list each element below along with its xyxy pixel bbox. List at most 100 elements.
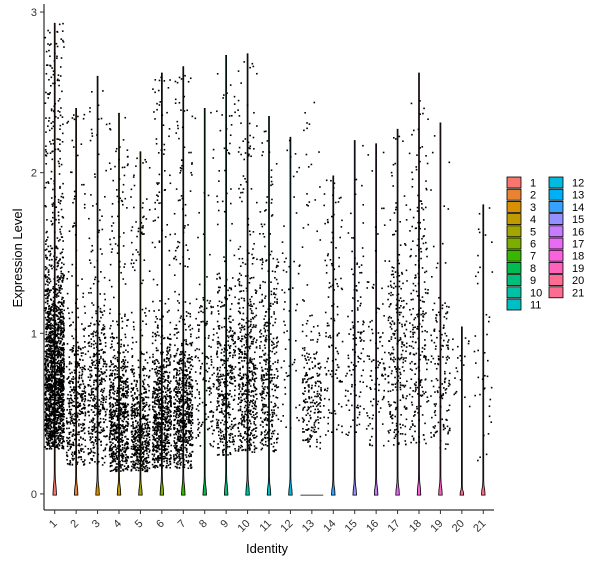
point bbox=[78, 409, 81, 412]
point bbox=[112, 179, 115, 182]
point bbox=[124, 359, 127, 361]
point bbox=[49, 391, 51, 394]
point bbox=[48, 259, 51, 261]
point bbox=[62, 216, 65, 219]
point bbox=[61, 262, 63, 264]
point bbox=[157, 369, 159, 372]
point bbox=[96, 344, 99, 347]
point bbox=[188, 418, 191, 421]
point bbox=[92, 387, 95, 390]
point bbox=[173, 274, 176, 277]
point bbox=[44, 363, 47, 365]
point bbox=[54, 431, 56, 433]
point bbox=[95, 334, 97, 337]
point bbox=[142, 462, 145, 464]
point bbox=[143, 233, 145, 235]
point bbox=[191, 438, 193, 440]
point bbox=[92, 399, 95, 402]
point bbox=[143, 431, 145, 433]
point bbox=[159, 429, 162, 431]
point bbox=[47, 419, 50, 421]
point bbox=[96, 362, 98, 365]
point bbox=[181, 428, 184, 431]
point bbox=[112, 363, 114, 365]
point bbox=[59, 382, 61, 384]
point bbox=[151, 335, 154, 338]
point bbox=[84, 439, 86, 442]
point bbox=[97, 412, 100, 414]
point bbox=[169, 356, 172, 358]
point bbox=[153, 428, 156, 430]
violin-7 bbox=[172, 66, 194, 496]
point bbox=[90, 250, 93, 253]
point bbox=[69, 382, 71, 385]
point bbox=[132, 253, 134, 256]
point bbox=[123, 447, 126, 449]
point bbox=[73, 354, 76, 357]
point bbox=[53, 424, 56, 427]
point bbox=[59, 231, 62, 233]
point bbox=[169, 363, 171, 365]
point bbox=[102, 418, 105, 420]
point bbox=[109, 435, 111, 438]
point bbox=[92, 405, 94, 408]
point bbox=[70, 408, 73, 411]
point bbox=[124, 336, 127, 339]
point bbox=[56, 401, 59, 403]
point bbox=[59, 418, 61, 421]
point bbox=[119, 197, 121, 200]
point bbox=[162, 409, 165, 412]
point bbox=[93, 426, 96, 429]
point bbox=[164, 396, 167, 399]
point bbox=[99, 421, 101, 424]
point bbox=[98, 460, 100, 463]
point bbox=[44, 402, 47, 405]
point bbox=[123, 444, 126, 447]
point bbox=[154, 426, 157, 428]
point bbox=[146, 396, 148, 399]
point bbox=[135, 442, 137, 445]
point bbox=[155, 444, 158, 447]
point bbox=[163, 360, 166, 362]
point bbox=[57, 367, 59, 370]
point bbox=[66, 378, 68, 380]
point bbox=[54, 423, 57, 425]
point bbox=[124, 263, 126, 265]
point bbox=[167, 439, 170, 442]
point bbox=[122, 387, 125, 390]
point bbox=[110, 168, 112, 170]
point bbox=[145, 419, 148, 422]
point bbox=[53, 347, 56, 349]
point bbox=[44, 186, 47, 189]
point bbox=[165, 453, 168, 456]
point bbox=[166, 408, 169, 411]
point bbox=[76, 461, 79, 464]
point bbox=[143, 383, 145, 385]
point bbox=[71, 311, 74, 314]
point bbox=[157, 406, 160, 409]
point bbox=[90, 409, 93, 411]
point bbox=[96, 367, 99, 369]
point bbox=[185, 387, 187, 390]
point bbox=[52, 443, 54, 445]
point bbox=[163, 433, 165, 436]
point bbox=[124, 451, 126, 454]
point bbox=[55, 414, 58, 416]
point bbox=[132, 421, 134, 423]
point bbox=[182, 363, 184, 365]
point bbox=[169, 233, 172, 236]
point bbox=[88, 292, 90, 294]
point bbox=[45, 331, 48, 333]
point bbox=[57, 321, 60, 324]
point bbox=[79, 436, 82, 438]
point bbox=[118, 410, 120, 412]
point bbox=[82, 393, 85, 395]
point bbox=[44, 102, 47, 104]
point bbox=[132, 341, 134, 344]
point bbox=[50, 404, 53, 407]
point bbox=[169, 414, 172, 417]
point bbox=[99, 381, 102, 384]
point bbox=[123, 392, 126, 395]
point bbox=[47, 380, 50, 382]
point bbox=[144, 415, 147, 417]
